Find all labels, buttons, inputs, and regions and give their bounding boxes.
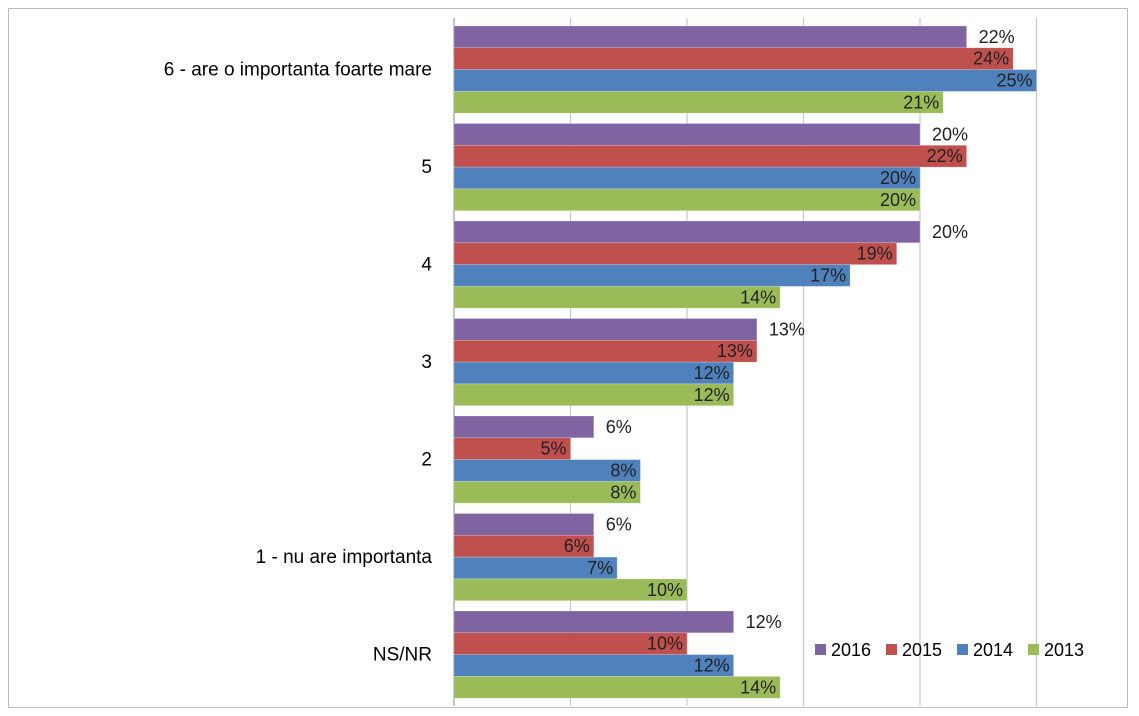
legend-swatch-2013 xyxy=(1028,644,1039,655)
data-label-2015: 19% xyxy=(857,244,893,264)
data-label-2015: 13% xyxy=(717,341,753,361)
bar-2013 xyxy=(453,286,781,309)
bar-2013 xyxy=(453,91,944,114)
data-label-2014: 17% xyxy=(810,266,846,286)
bar-2015 xyxy=(453,145,967,168)
data-label-2013: 14% xyxy=(740,677,776,697)
bar-2016 xyxy=(453,415,595,439)
legend-label-2015: 2015 xyxy=(902,640,942,660)
bar-2013 xyxy=(453,383,734,406)
bar-2014 xyxy=(453,361,734,385)
data-label-2014: 8% xyxy=(610,461,636,481)
bar-2013 xyxy=(453,188,921,211)
legend-label-2014: 2014 xyxy=(973,640,1013,660)
data-label-2013: 21% xyxy=(903,92,939,112)
data-label-2014: 12% xyxy=(694,363,730,383)
data-label-2013: 14% xyxy=(740,287,776,307)
category-label: 6 - are o importanta foarte mare xyxy=(164,60,432,81)
data-label-2015: 6% xyxy=(564,536,590,556)
data-label-2016: 6% xyxy=(606,417,632,437)
bar-2014 xyxy=(453,166,921,190)
data-label-2013: 12% xyxy=(694,385,730,405)
data-label-2016: 6% xyxy=(606,514,632,534)
bar-2016 xyxy=(453,123,921,146)
category-label: NS/NR xyxy=(373,645,432,666)
legend: 2016 2015 2014 2013 xyxy=(815,640,1084,660)
data-label-2016: 22% xyxy=(979,27,1015,47)
legend-swatch-2015 xyxy=(886,644,897,655)
bar-2016 xyxy=(453,513,595,536)
data-label-2013: 8% xyxy=(610,482,636,502)
category-label: 5 xyxy=(421,157,432,178)
bar-2014 xyxy=(453,556,618,580)
legend-label-2013: 2013 xyxy=(1044,640,1084,660)
legend-swatch-2016 xyxy=(815,644,826,655)
data-label-2014: 20% xyxy=(880,168,916,188)
bar-2016 xyxy=(453,220,921,244)
bar-2013 xyxy=(453,676,781,699)
data-label-2016: 13% xyxy=(769,319,805,339)
bar-2014 xyxy=(453,69,1037,92)
bar-2014 xyxy=(453,654,734,677)
data-label-2014: 7% xyxy=(587,558,613,578)
category-labels: 6 - are o importanta foarte mare 5 4 3 2 1 - … xyxy=(164,60,433,666)
bars xyxy=(453,25,1037,699)
bar-2015 xyxy=(453,242,898,265)
bar-2014 xyxy=(453,264,851,287)
data-label-2013: 20% xyxy=(880,190,916,210)
bar-2016 xyxy=(453,610,734,634)
category-label: 4 xyxy=(421,255,432,276)
category-label: 2 xyxy=(421,450,432,471)
data-label-2014: 25% xyxy=(996,71,1032,91)
data-label-2016: 12% xyxy=(746,612,782,632)
data-label-2016: 20% xyxy=(932,222,968,242)
category-label: 3 xyxy=(421,352,432,373)
legend-label-2016: 2016 xyxy=(831,640,871,660)
bar-2015 xyxy=(453,339,758,363)
chart-frame xyxy=(8,8,1128,708)
bar-2013 xyxy=(453,578,688,602)
bar-2016 xyxy=(453,318,758,341)
data-label-2016: 20% xyxy=(932,124,968,144)
data-label-2015: 5% xyxy=(540,439,566,459)
data-label-2013: 10% xyxy=(647,580,683,600)
bar-2015 xyxy=(453,437,571,460)
data-label-2015: 22% xyxy=(927,146,963,166)
value-labels: 22%24%25%21%20%22%20%20%20%19%17%14%13%1… xyxy=(540,27,1032,697)
legend-swatch-2014 xyxy=(957,644,968,655)
bar-2013 xyxy=(453,481,641,504)
data-label-2014: 12% xyxy=(694,656,730,676)
bar-2015 xyxy=(453,47,1014,70)
data-label-2015: 24% xyxy=(973,49,1009,69)
data-label-2015: 10% xyxy=(647,634,683,654)
category-label: 1 - nu are importanta xyxy=(256,547,433,568)
bar-2016 xyxy=(453,25,967,49)
